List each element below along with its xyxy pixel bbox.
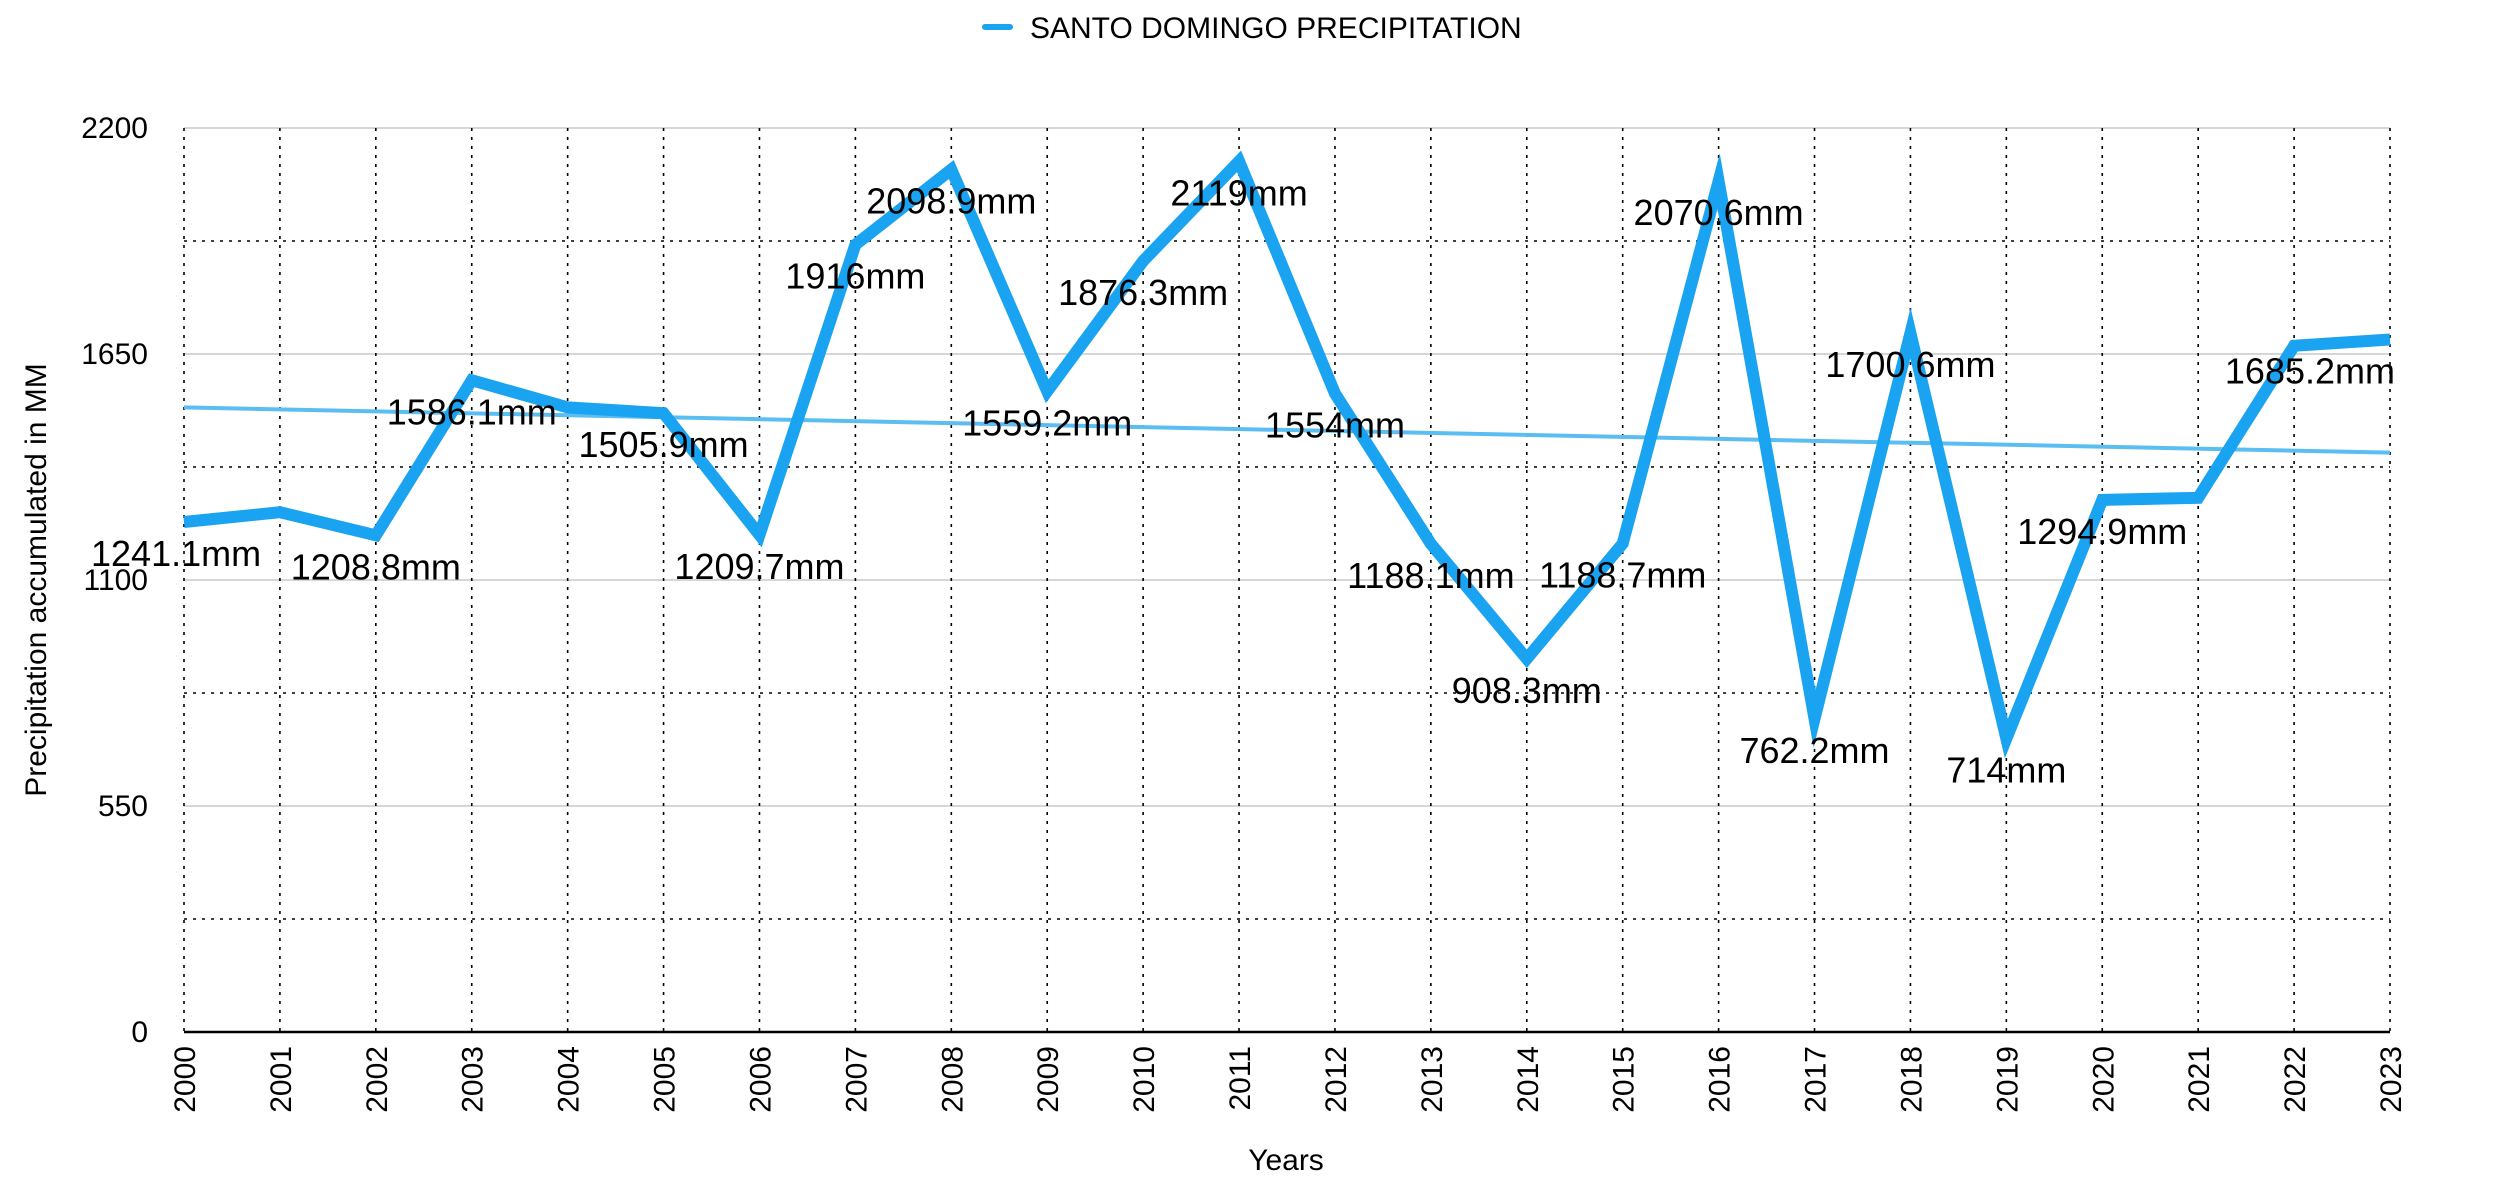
x-tick-label: 2015 — [1608, 1046, 1641, 1113]
y-tick-label: 0 — [131, 1016, 148, 1049]
x-tick-label: 2014 — [1512, 1046, 1545, 1113]
data-label: 762.2mm — [1739, 730, 1889, 771]
data-label: 1586.1mm — [387, 391, 557, 432]
data-label: 714mm — [1946, 750, 2066, 791]
x-tick-label: 2020 — [2087, 1046, 2120, 1113]
data-labels: 1241.1mm 1208.8mm 1586.1mm 1505.9mm 1209.7mm… — [91, 172, 2395, 790]
data-label: 1916mm — [785, 256, 925, 297]
x-tick-label: 2013 — [1416, 1046, 1449, 1113]
data-label: 1241.1mm — [91, 533, 261, 574]
x-tick-label: 2019 — [1991, 1046, 2024, 1113]
data-label: 2119mm — [1170, 172, 1307, 213]
data-label: 1559.2mm — [962, 402, 1132, 443]
x-tick-label: 2021 — [2183, 1046, 2216, 1113]
data-label: 1700.6mm — [1825, 344, 1995, 385]
trendline — [183, 405, 2391, 455]
x-tick-label: 2006 — [744, 1046, 777, 1113]
x-axis-title: Years — [1248, 1144, 1324, 1177]
x-tick-label: 2009 — [1032, 1046, 1065, 1113]
y-tick-label: 1100 — [83, 564, 148, 597]
data-label: 1294.9mm — [2017, 511, 2187, 552]
x-tick-label: 2017 — [1800, 1046, 1833, 1113]
data-label: 1208.8mm — [291, 546, 461, 587]
y-tick-label: 1650 — [81, 338, 148, 371]
legend-label: SANTO DOMINGO PRECIPITATION — [1030, 12, 1522, 45]
data-label: 1505.9mm — [579, 424, 749, 465]
data-label: 2070.6mm — [1634, 192, 1804, 233]
x-tick-label: 2003 — [457, 1046, 490, 1113]
data-label: 1209.7mm — [674, 546, 844, 587]
y-tick-label: 550 — [98, 790, 148, 823]
data-label: 1876.3mm — [1058, 272, 1228, 313]
x-tick-label: 2001 — [265, 1046, 298, 1113]
y-tick-label: 2200 — [81, 112, 148, 145]
data-label: 2098.9mm — [866, 181, 1036, 222]
x-axis-ticks: 2000 2001 2002 2003 2004 2005 2006 2007 2008 2009… — [169, 1046, 2408, 1113]
x-tick-label: 2016 — [1704, 1046, 1737, 1113]
x-tick-label: 2011 — [1224, 1046, 1257, 1111]
legend: SANTO DOMINGO PRECIPITATION — [982, 12, 1522, 45]
y-axis-ticks: 0 550 1100 1650 2200 — [81, 112, 148, 1049]
x-tick-label: 2008 — [936, 1046, 969, 1113]
x-tick-label: 2012 — [1320, 1046, 1353, 1113]
data-label: 1554mm — [1265, 404, 1405, 445]
x-tick-label: 2005 — [649, 1046, 682, 1113]
data-label: 908.3mm — [1452, 670, 1602, 711]
data-label: 1685.2mm — [2225, 351, 2395, 392]
x-tick-label: 2023 — [2375, 1046, 2408, 1113]
data-label: 1188.7mm — [1539, 555, 1706, 596]
x-tick-label: 2000 — [169, 1046, 202, 1113]
grid — [183, 127, 2391, 1034]
series-line — [183, 150, 2391, 759]
x-tick-label: 2010 — [1128, 1046, 1161, 1113]
x-tick-label: 2007 — [840, 1046, 873, 1113]
x-tick-label: 2004 — [553, 1046, 586, 1113]
x-tick-label: 2022 — [2279, 1046, 2312, 1113]
x-tick-label: 2018 — [1895, 1046, 1928, 1113]
data-label: 1188.1mm — [1347, 555, 1514, 596]
x-tick-label: 2002 — [361, 1046, 394, 1113]
y-axis-title: Precipitation accumulated in MM — [20, 363, 53, 797]
